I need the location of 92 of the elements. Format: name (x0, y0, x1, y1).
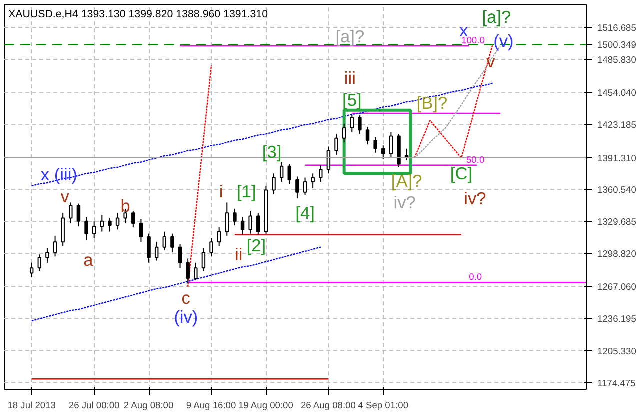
candlestick (248, 210, 252, 234)
candlestick (280, 162, 284, 182)
line-series (187, 65, 212, 288)
candlestick (108, 218, 112, 232)
candlestick (154, 242, 159, 262)
y-tick-label: 1360.540 (598, 185, 636, 196)
candlestick (69, 202, 73, 224)
candlestick (139, 218, 144, 243)
annotation: iii (344, 68, 356, 88)
ref-line-label: 1391.310 (598, 153, 636, 164)
x-tick-label: 19 Aug 00:00 (238, 400, 294, 410)
annotation: [C] (450, 164, 473, 184)
y-tick-label: 1205.330 (598, 346, 636, 356)
x-tick-label: 26 Jul 00:00 (68, 400, 120, 410)
annotation: [A]? (391, 170, 422, 191)
candlestick (256, 212, 260, 236)
y-tick-label: 1516.685 (598, 23, 636, 34)
candlestick (319, 164, 323, 182)
candlestick (217, 227, 222, 247)
annotation: c (182, 288, 191, 308)
candlestick (178, 244, 182, 269)
candlestick (76, 203, 81, 228)
annotation: [2] (246, 235, 266, 256)
y-tick-label: 1423.185 (598, 120, 636, 130)
annotation: x (iii) (40, 164, 78, 185)
candlestick (272, 173, 276, 195)
candlestick (303, 177, 308, 196)
candlestick (233, 208, 237, 226)
annotation: [B]? (416, 93, 448, 114)
candlestick (296, 176, 300, 200)
candlestick (53, 235, 58, 258)
candlestick (350, 114, 354, 133)
annotation: a (84, 250, 94, 270)
candlestick (358, 115, 362, 135)
y-tick-label: 1236.195 (598, 314, 636, 324)
candlestick (162, 231, 167, 251)
x-tick-label: 4 Sep 01:00 (358, 400, 409, 410)
annotation: (iv) (174, 306, 198, 327)
annotation: (v) (494, 30, 514, 51)
y-tick-label: 1485.830 (598, 55, 636, 66)
annotation: v (60, 186, 70, 206)
candlestick (374, 136, 378, 154)
candlestick (92, 220, 96, 238)
candlestick (38, 254, 42, 272)
candlestick (225, 202, 230, 236)
candlestick (288, 164, 292, 185)
candlestick (194, 262, 198, 282)
annotation: [4] (296, 203, 315, 224)
candlestick (210, 237, 214, 258)
annotation: iv? (394, 192, 416, 213)
y-tick-label: 1298.820 (598, 249, 636, 260)
annotation: ii (235, 244, 243, 265)
candlestick (389, 132, 394, 158)
annotation: [3] (262, 142, 282, 162)
candlestick (170, 233, 174, 254)
candlestick (366, 126, 370, 146)
candlestick (30, 262, 34, 278)
y-tick-label: 1454.040 (598, 88, 636, 98)
candlestick (46, 248, 50, 264)
candlestick (61, 212, 65, 247)
candlestick (132, 210, 136, 228)
candlestick (240, 216, 245, 236)
candlestick (311, 173, 315, 189)
candlestick (147, 233, 151, 264)
candlestick (342, 123, 346, 144)
chart-title: XAUUSD.e,H4 1393.130 1399.820 1388.960 1391.310 (8, 8, 268, 20)
annotation: i (219, 181, 224, 202)
y-tick-label: 1174.475 (598, 378, 636, 388)
annotation: [a]? (482, 6, 512, 27)
annotation: b (120, 196, 130, 216)
candlestick (202, 248, 206, 272)
y-tick-label: 1329.685 (598, 217, 636, 228)
annotation: iv? (464, 188, 486, 209)
annotation: 100.0 (462, 36, 485, 46)
candlestick (100, 214, 104, 232)
annotation: 0.0 (469, 272, 482, 282)
annotation: [1] (237, 181, 256, 202)
annotation: [5] (342, 90, 362, 110)
annotation: v (486, 52, 496, 72)
ref-line-label: 1500.349 (598, 40, 636, 50)
y-tick-label: 1267.060 (598, 282, 636, 292)
x-tick-label: 18 Jul 2013 (8, 400, 56, 410)
x-tick-label: 2 Aug 08:00 (124, 400, 174, 410)
annotation: [a]? (336, 26, 365, 47)
candlestick (116, 212, 120, 230)
candlestick (186, 258, 190, 284)
annotation: 50.0 (466, 154, 485, 165)
candlestick (382, 145, 386, 160)
candlestick (334, 134, 338, 156)
candlestick (84, 216, 88, 241)
x-tick-label: 26 Aug 08:00 (300, 400, 356, 410)
x-tick-label: 9 Aug 16:00 (186, 400, 236, 410)
